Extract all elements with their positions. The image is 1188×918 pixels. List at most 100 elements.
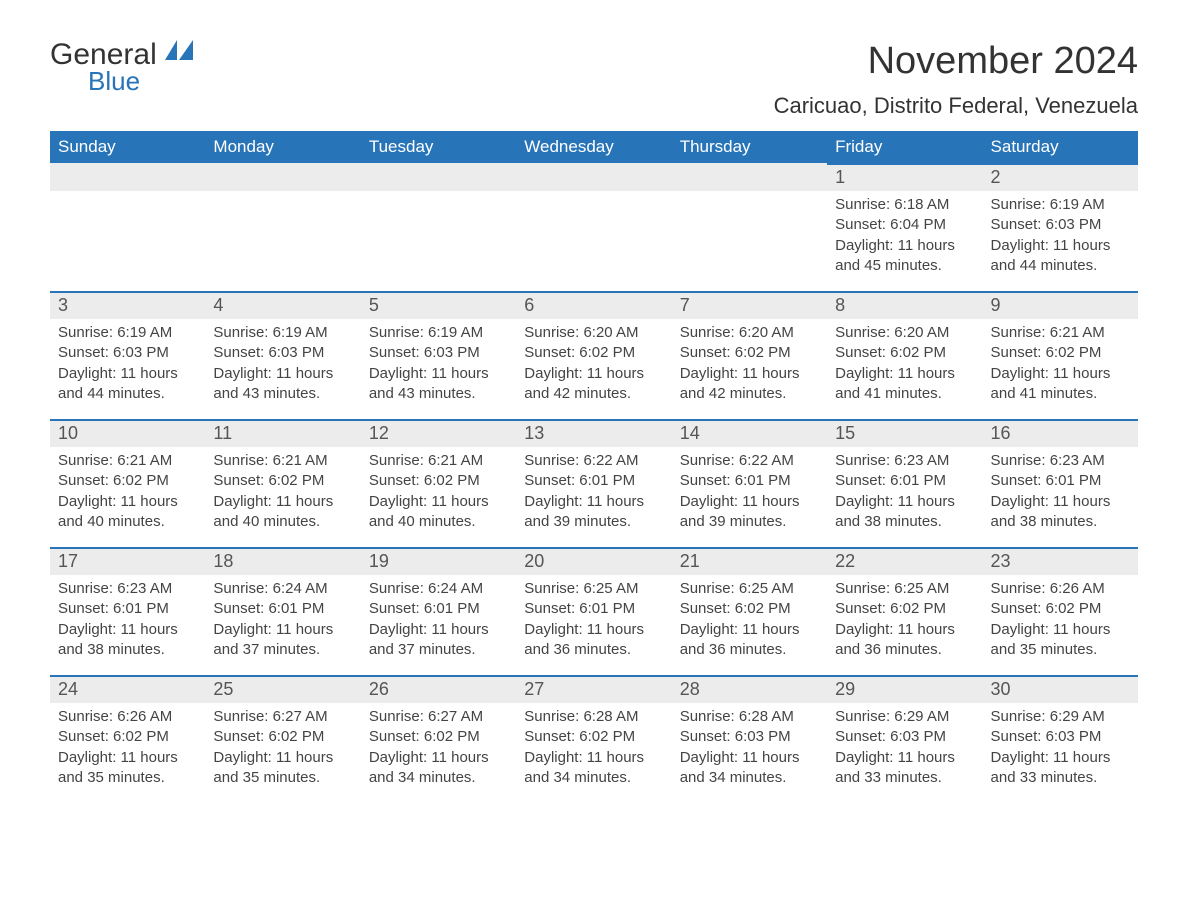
day-sr: Sunrise: 6:26 AM (58, 707, 197, 727)
day-dl2: and 40 minutes. (213, 512, 352, 532)
day-number: 29 (827, 675, 982, 703)
calendar-day-cell: 8Sunrise: 6:20 AMSunset: 6:02 PMDaylight… (827, 291, 982, 419)
calendar-week-row: 10Sunrise: 6:21 AMSunset: 6:02 PMDayligh… (50, 419, 1138, 547)
day-dl1: Daylight: 11 hours (58, 620, 197, 640)
calendar-day-cell: 30Sunrise: 6:29 AMSunset: 6:03 PMDayligh… (983, 675, 1138, 803)
day-sr: Sunrise: 6:23 AM (835, 451, 974, 471)
calendar-day-cell: 28Sunrise: 6:28 AMSunset: 6:03 PMDayligh… (672, 675, 827, 803)
day-ss: Sunset: 6:03 PM (991, 727, 1130, 747)
day-sr: Sunrise: 6:22 AM (680, 451, 819, 471)
day-number: 14 (672, 419, 827, 447)
day-details: Sunrise: 6:21 AMSunset: 6:02 PMDaylight:… (50, 447, 205, 534)
day-dl1: Daylight: 11 hours (680, 492, 819, 512)
day-dl1: Daylight: 11 hours (991, 492, 1130, 512)
day-number: 25 (205, 675, 360, 703)
day-dl1: Daylight: 11 hours (524, 364, 663, 384)
day-number: 28 (672, 675, 827, 703)
day-dl2: and 40 minutes. (369, 512, 508, 532)
day-ss: Sunset: 6:03 PM (58, 343, 197, 363)
day-details: Sunrise: 6:29 AMSunset: 6:03 PMDaylight:… (827, 703, 982, 790)
day-dl2: and 33 minutes. (835, 768, 974, 788)
day-dl1: Daylight: 11 hours (835, 364, 974, 384)
day-dl1: Daylight: 11 hours (991, 236, 1130, 256)
day-ss: Sunset: 6:02 PM (213, 727, 352, 747)
day-ss: Sunset: 6:02 PM (991, 343, 1130, 363)
day-ss: Sunset: 6:02 PM (369, 727, 508, 747)
day-number: 9 (983, 291, 1138, 319)
day-number: 16 (983, 419, 1138, 447)
header: General Blue November 2024 Caricuao, Dis… (50, 40, 1138, 119)
day-details: Sunrise: 6:19 AMSunset: 6:03 PMDaylight:… (205, 319, 360, 406)
calendar-day-cell: 5Sunrise: 6:19 AMSunset: 6:03 PMDaylight… (361, 291, 516, 419)
day-dl1: Daylight: 11 hours (369, 492, 508, 512)
day-dl2: and 34 minutes. (369, 768, 508, 788)
location-subtitle: Caricuao, Distrito Federal, Venezuela (774, 93, 1138, 119)
day-number: 19 (361, 547, 516, 575)
day-dl1: Daylight: 11 hours (369, 748, 508, 768)
day-number (672, 163, 827, 191)
day-details: Sunrise: 6:26 AMSunset: 6:02 PMDaylight:… (983, 575, 1138, 662)
weekday-header: Thursday (672, 131, 827, 163)
calendar-day-cell: 29Sunrise: 6:29 AMSunset: 6:03 PMDayligh… (827, 675, 982, 803)
day-number (516, 163, 671, 191)
day-details: Sunrise: 6:24 AMSunset: 6:01 PMDaylight:… (361, 575, 516, 662)
day-number: 26 (361, 675, 516, 703)
day-dl1: Daylight: 11 hours (991, 620, 1130, 640)
day-dl1: Daylight: 11 hours (991, 364, 1130, 384)
logo: General Blue (50, 40, 193, 97)
calendar-day-cell: 25 Sunrise: 6:27 AMSunset: 6:02 PMDayligh… (205, 675, 360, 803)
day-number: 27 (516, 675, 671, 703)
day-dl1: Daylight: 11 hours (680, 620, 819, 640)
weekday-header: Sunday (50, 131, 205, 163)
day-number: 6 (516, 291, 671, 319)
calendar-day-cell (361, 163, 516, 291)
day-dl2: and 35 minutes. (58, 768, 197, 788)
day-ss: Sunset: 6:03 PM (835, 727, 974, 747)
calendar-day-cell (516, 163, 671, 291)
day-dl2: and 41 minutes. (835, 384, 974, 404)
day-number: 17 (50, 547, 205, 575)
day-dl2: and 37 minutes. (213, 640, 352, 660)
day-details: Sunrise: 6:19 AMSunset: 6:03 PMDaylight:… (983, 191, 1138, 278)
day-ss: Sunset: 6:03 PM (369, 343, 508, 363)
day-sr: Sunrise: 6:21 AM (991, 323, 1130, 343)
day-dl2: and 37 minutes. (369, 640, 508, 660)
day-dl1: Daylight: 11 hours (213, 364, 352, 384)
day-sr: Sunrise: 6:26 AM (991, 579, 1130, 599)
day-dl2: and 44 minutes. (58, 384, 197, 404)
calendar-day-cell: 9 Sunrise: 6:21 AMSunset: 6:02 PMDaylight… (983, 291, 1138, 419)
day-sr: Sunrise: 6:20 AM (680, 323, 819, 343)
day-number: 18 (205, 547, 360, 575)
weekday-header: Wednesday (516, 131, 671, 163)
day-dl1: Daylight: 11 hours (213, 748, 352, 768)
day-ss: Sunset: 6:02 PM (524, 727, 663, 747)
day-details: Sunrise: 6:28 AMSunset: 6:02 PMDaylight:… (516, 703, 671, 790)
calendar-day-cell: 7Sunrise: 6:20 AMSunset: 6:02 PMDaylight… (672, 291, 827, 419)
day-dl1: Daylight: 11 hours (524, 620, 663, 640)
day-ss: Sunset: 6:02 PM (835, 599, 974, 619)
day-dl2: and 34 minutes. (524, 768, 663, 788)
day-sr: Sunrise: 6:25 AM (524, 579, 663, 599)
calendar-day-cell (672, 163, 827, 291)
day-sr: Sunrise: 6:20 AM (835, 323, 974, 343)
day-sr: Sunrise: 6:21 AM (58, 451, 197, 471)
day-sr: Sunrise: 6:20 AM (524, 323, 663, 343)
day-ss: Sunset: 6:02 PM (680, 343, 819, 363)
calendar-day-cell (205, 163, 360, 291)
day-ss: Sunset: 6:03 PM (680, 727, 819, 747)
calendar-day-cell: 22Sunrise: 6:25 AMSunset: 6:02 PMDayligh… (827, 547, 982, 675)
day-dl1: Daylight: 11 hours (58, 364, 197, 384)
day-dl2: and 38 minutes. (991, 512, 1130, 532)
calendar-day-cell (50, 163, 205, 291)
calendar-day-cell: 14Sunrise: 6:22 AMSunset: 6:01 PMDayligh… (672, 419, 827, 547)
day-sr: Sunrise: 6:27 AM (213, 707, 352, 727)
day-dl1: Daylight: 11 hours (58, 492, 197, 512)
calendar-day-cell: 16Sunrise: 6:23 AMSunset: 6:01 PMDayligh… (983, 419, 1138, 547)
day-dl2: and 43 minutes. (369, 384, 508, 404)
day-details: Sunrise: 6:23 AMSunset: 6:01 PMDaylight:… (983, 447, 1138, 534)
day-number (50, 163, 205, 191)
day-details: Sunrise: 6:19 AMSunset: 6:03 PMDaylight:… (50, 319, 205, 406)
day-ss: Sunset: 6:02 PM (524, 343, 663, 363)
day-dl2: and 42 minutes. (524, 384, 663, 404)
day-number: 4 (205, 291, 360, 319)
